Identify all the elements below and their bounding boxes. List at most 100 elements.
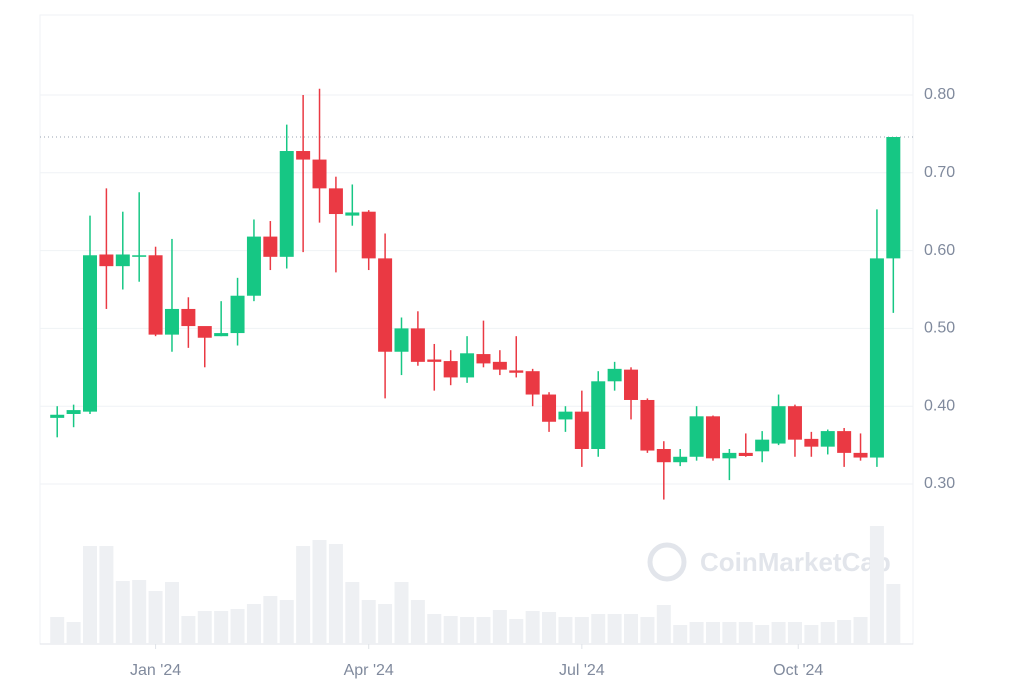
candle-body xyxy=(492,361,507,370)
y-tick-label: 0.30 xyxy=(924,475,955,492)
volume-bar xyxy=(558,617,573,644)
volume-bar xyxy=(312,540,327,644)
volume-bar xyxy=(656,605,671,644)
volume-bar xyxy=(509,619,524,644)
volume-bar xyxy=(132,580,147,644)
candle-body xyxy=(361,211,376,259)
candle-body xyxy=(83,255,98,412)
volume-bar xyxy=(410,600,425,644)
volume-bar xyxy=(689,622,704,644)
volume-bar xyxy=(361,600,376,644)
volume-bar xyxy=(705,622,720,644)
candle-body xyxy=(132,255,147,257)
candle-body xyxy=(99,254,114,267)
candle-body xyxy=(427,359,442,362)
volume-bar xyxy=(460,617,475,644)
volume-bar xyxy=(246,604,261,644)
volume-bar xyxy=(525,611,540,644)
candle-body xyxy=(460,353,475,378)
volume-bar xyxy=(214,611,229,644)
volume-bar xyxy=(148,591,163,644)
x-tick-label: Jul '24 xyxy=(559,662,605,679)
candle-body xyxy=(164,308,179,335)
volume-bar xyxy=(263,596,278,644)
volume-bar xyxy=(640,617,655,644)
candle-body xyxy=(181,308,196,327)
candle-body xyxy=(279,151,294,257)
candle-body xyxy=(640,399,655,451)
volume-bar xyxy=(837,620,852,644)
candle-body xyxy=(656,448,671,463)
candle-body xyxy=(673,456,688,463)
candle-body xyxy=(66,410,81,414)
volume-bar xyxy=(378,604,393,644)
candle-body xyxy=(246,236,261,296)
candle-body xyxy=(771,406,786,444)
volume-bar xyxy=(427,614,442,644)
candle-body xyxy=(755,439,770,452)
volume-bar xyxy=(673,625,688,644)
candle-body xyxy=(476,354,491,364)
candle-body xyxy=(869,258,884,458)
volume-bar xyxy=(279,600,294,644)
volume-bar xyxy=(296,546,311,644)
volume-bar xyxy=(820,622,835,644)
candle-body xyxy=(230,295,245,334)
candle-body xyxy=(804,438,819,447)
candle-body xyxy=(148,255,163,335)
candle-body xyxy=(542,394,557,422)
volume-bar xyxy=(50,617,65,644)
volume-bar xyxy=(853,617,868,644)
volume-bar xyxy=(804,625,819,644)
candle-body xyxy=(509,370,524,373)
volume-bar xyxy=(591,614,606,644)
volume-bar xyxy=(574,617,589,644)
volume-bar xyxy=(722,622,737,644)
candle-body xyxy=(705,416,720,459)
volume-bar xyxy=(869,526,884,644)
volume-bar xyxy=(624,614,639,644)
volume-bar xyxy=(492,610,507,644)
volume-bar xyxy=(886,584,901,644)
volume-bar xyxy=(476,617,491,644)
candle-body xyxy=(722,452,737,459)
volume-bar xyxy=(394,582,409,644)
volume-bar xyxy=(738,622,753,644)
candle-body xyxy=(591,381,606,449)
volume-bar xyxy=(345,582,360,644)
candle-body xyxy=(410,328,425,362)
y-tick-label: 0.80 xyxy=(924,86,955,103)
volume-bar xyxy=(164,582,179,644)
candle-body xyxy=(820,431,835,447)
y-tick-label: 0.40 xyxy=(924,397,955,414)
volume-bar xyxy=(181,616,196,644)
candle-body xyxy=(558,411,573,420)
volume-bar xyxy=(83,546,98,644)
watermark: CoinMarketCap xyxy=(700,547,891,577)
candle-body xyxy=(263,236,278,257)
candle-body xyxy=(378,258,393,352)
volume-bar xyxy=(99,546,114,644)
candle-body xyxy=(443,361,458,378)
candle-body xyxy=(886,137,901,259)
volume-bar xyxy=(328,544,343,644)
candle-body xyxy=(50,414,65,418)
candle-body xyxy=(296,151,311,160)
candle-body xyxy=(328,188,343,215)
x-tick-label: Oct '24 xyxy=(773,662,823,679)
volume-bar xyxy=(443,616,458,644)
candle-body xyxy=(115,254,130,267)
x-tick-label: Jan '24 xyxy=(130,662,181,679)
volume-bar xyxy=(115,581,130,644)
volume-bar xyxy=(66,622,81,644)
y-tick-label: 0.60 xyxy=(924,242,955,259)
candle-body xyxy=(525,371,540,395)
volume-bar xyxy=(755,625,770,644)
candle-body xyxy=(624,369,639,400)
watermark-group: CoinMarketCap xyxy=(647,542,891,582)
volume-bar xyxy=(787,622,802,644)
watermark-logo xyxy=(647,542,687,582)
volume-bar xyxy=(607,614,622,644)
candle-body xyxy=(214,333,229,337)
